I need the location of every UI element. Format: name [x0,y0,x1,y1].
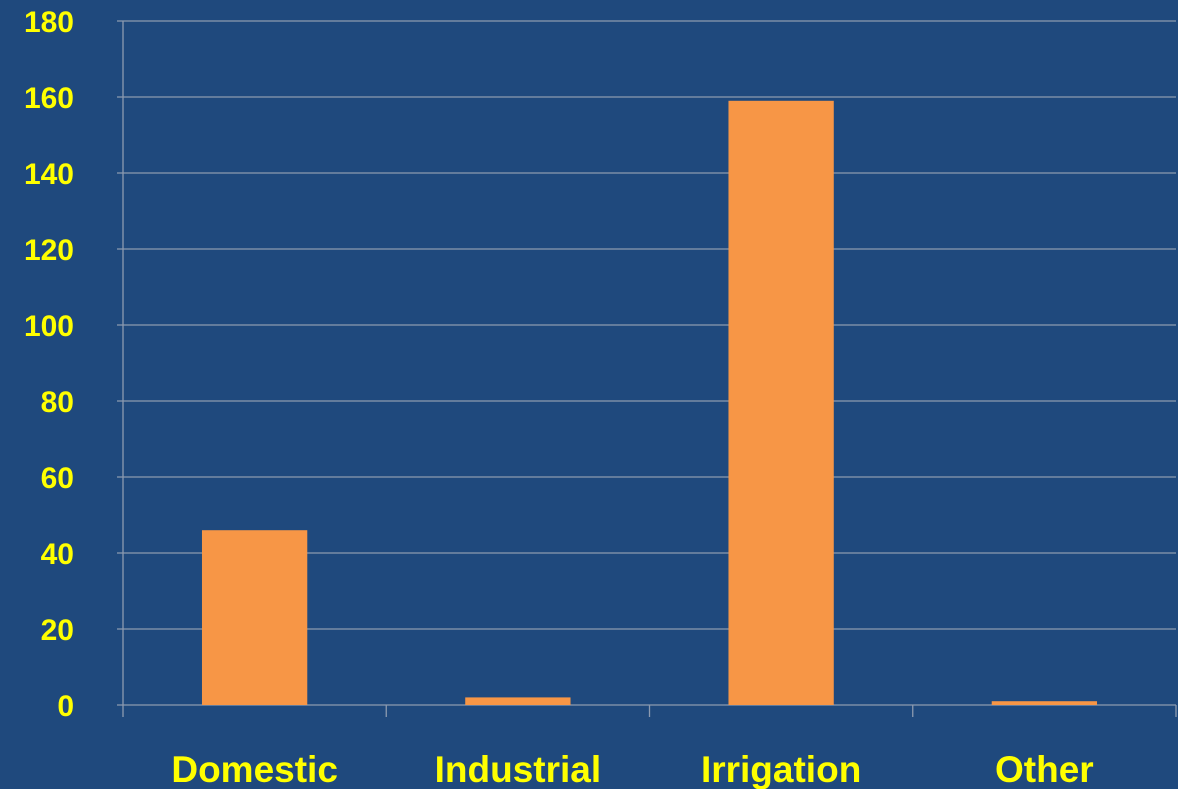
bars [201,100,1098,706]
bar-industrial [465,697,571,705]
bar-other [991,701,1098,705]
y-tick-label: 0 [57,690,74,723]
y-tick-label: 100 [24,310,74,343]
y-tick-label: 160 [24,82,74,115]
x-tick-labels: Domestic Industrial Irrigation Other [171,749,1093,789]
x-tick-label: Other [995,749,1094,789]
y-tick-label: 180 [24,6,74,39]
y-tick-label: 80 [41,386,74,419]
bar-irrigation [728,100,834,706]
y-tick-labels: 0 20 40 60 80 100 120 140 160 180 [24,6,74,723]
y-tick-label: 140 [24,158,74,191]
y-tick-label: 120 [24,234,74,267]
bar-domestic [201,530,308,705]
y-tick-label: 40 [41,538,74,571]
x-tick-label: Irrigation [701,749,861,789]
x-tick-label: Domestic [171,749,338,789]
y-tick-label: 20 [41,614,74,647]
x-tick-label: Industrial [435,749,602,789]
y-tick-label: 60 [41,462,74,495]
